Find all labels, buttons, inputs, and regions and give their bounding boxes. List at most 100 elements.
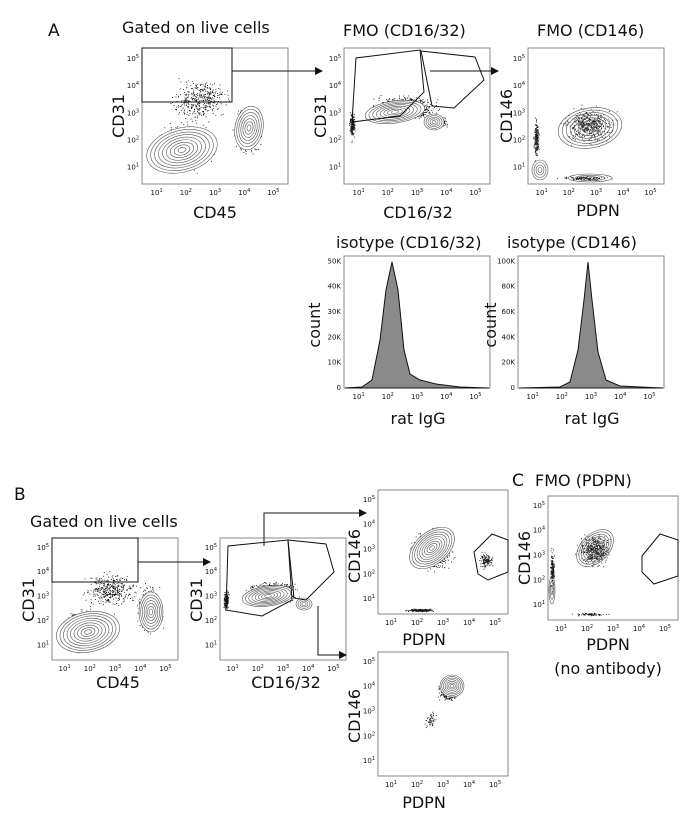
event-dot bbox=[200, 97, 202, 99]
event-dot bbox=[214, 83, 215, 85]
event-dot bbox=[578, 133, 580, 135]
event-dot bbox=[422, 99, 424, 100]
event-dot bbox=[598, 139, 600, 141]
event-dot bbox=[188, 91, 189, 93]
event-dot bbox=[427, 109, 429, 111]
event-dot bbox=[538, 147, 540, 149]
event-dot bbox=[378, 100, 380, 101]
event-dot bbox=[202, 107, 204, 109]
event-dot bbox=[444, 117, 446, 119]
event-dot bbox=[436, 101, 438, 103]
event-dot bbox=[200, 91, 202, 93]
event-dot bbox=[535, 125, 537, 126]
event-dot bbox=[589, 143, 591, 145]
event-dot bbox=[175, 109, 177, 110]
event-dot bbox=[185, 100, 187, 102]
event-dot bbox=[536, 131, 538, 133]
event-dot bbox=[604, 132, 606, 134]
event-dot bbox=[178, 78, 180, 80]
event-dot bbox=[597, 128, 599, 130]
event-dot bbox=[238, 110, 239, 112]
event-dot bbox=[409, 97, 411, 99]
event-dot bbox=[213, 95, 215, 97]
event-dot bbox=[581, 117, 583, 119]
event-dot bbox=[204, 89, 205, 90]
event-dot bbox=[204, 104, 206, 106]
event-dot bbox=[217, 95, 219, 96]
event-dot bbox=[593, 120, 594, 122]
event-dot bbox=[176, 100, 178, 102]
event-dot bbox=[574, 178, 575, 180]
event-dot bbox=[594, 127, 596, 129]
event-dot bbox=[211, 98, 213, 100]
event-dot bbox=[188, 91, 190, 93]
event-dot bbox=[412, 99, 413, 101]
event-dot bbox=[350, 127, 352, 129]
event-dot bbox=[254, 148, 256, 150]
event-dot bbox=[351, 123, 353, 124]
event-dot bbox=[250, 151, 252, 153]
ylabel-a4: count bbox=[305, 302, 324, 347]
event-dot bbox=[421, 100, 423, 102]
event-dot bbox=[581, 136, 583, 138]
event-dot bbox=[209, 95, 211, 97]
event-dot bbox=[191, 107, 193, 108]
event-dot bbox=[210, 89, 211, 91]
event-dot bbox=[185, 97, 187, 99]
event-dot bbox=[228, 100, 230, 102]
y-tick-label: 105 bbox=[329, 54, 341, 63]
event-dot bbox=[596, 140, 598, 142]
event-dot bbox=[210, 100, 212, 102]
title-a2: FMO (CD16/32) bbox=[343, 21, 466, 40]
y-tick-label: 103 bbox=[127, 108, 139, 117]
panel-label-b: B bbox=[14, 485, 26, 505]
event-dot bbox=[198, 112, 200, 114]
x-tick-label: 102 bbox=[382, 188, 394, 197]
event-dot bbox=[191, 98, 193, 100]
count-tick-label: 0 bbox=[511, 384, 515, 392]
event-dot bbox=[536, 118, 537, 120]
event-dot bbox=[537, 136, 539, 138]
event-dot bbox=[209, 94, 211, 95]
event-dot bbox=[593, 130, 595, 132]
event-dot bbox=[209, 88, 211, 90]
event-dot bbox=[591, 143, 593, 145]
event-dot bbox=[207, 92, 209, 94]
event-dot bbox=[203, 94, 205, 96]
event-dot bbox=[576, 131, 578, 132]
event-dot bbox=[198, 89, 200, 91]
event-dot bbox=[186, 87, 188, 89]
event-dot bbox=[237, 113, 239, 115]
y-tick-label: 101 bbox=[329, 163, 341, 172]
event-dot bbox=[192, 93, 194, 95]
event-dot bbox=[219, 94, 221, 95]
event-dot bbox=[595, 126, 596, 128]
event-dot bbox=[215, 91, 217, 92]
event-dot bbox=[212, 84, 214, 86]
event-dot bbox=[206, 87, 208, 89]
event-dot bbox=[595, 125, 597, 126]
event-dot bbox=[350, 122, 352, 123]
event-dot bbox=[575, 115, 577, 117]
event-dot bbox=[188, 106, 190, 108]
event-dot bbox=[596, 127, 598, 129]
count-tick-label: 60K bbox=[502, 308, 516, 316]
event-dot bbox=[200, 107, 202, 108]
event-dot bbox=[255, 148, 257, 150]
event-dot bbox=[588, 127, 589, 129]
event-dot bbox=[199, 108, 200, 110]
event-dot bbox=[581, 177, 583, 179]
event-dot bbox=[201, 83, 203, 85]
event-dot bbox=[582, 138, 583, 140]
event-dot bbox=[188, 114, 190, 116]
event-dot bbox=[536, 127, 537, 129]
event-dot bbox=[589, 133, 590, 135]
event-dot bbox=[198, 97, 199, 99]
event-dot bbox=[213, 102, 215, 104]
event-dot bbox=[373, 98, 375, 100]
x-tick-label: 103 bbox=[411, 188, 423, 197]
event-dot bbox=[576, 124, 578, 126]
event-dot bbox=[170, 103, 172, 104]
event-dot bbox=[535, 137, 536, 139]
event-dot bbox=[195, 96, 197, 98]
